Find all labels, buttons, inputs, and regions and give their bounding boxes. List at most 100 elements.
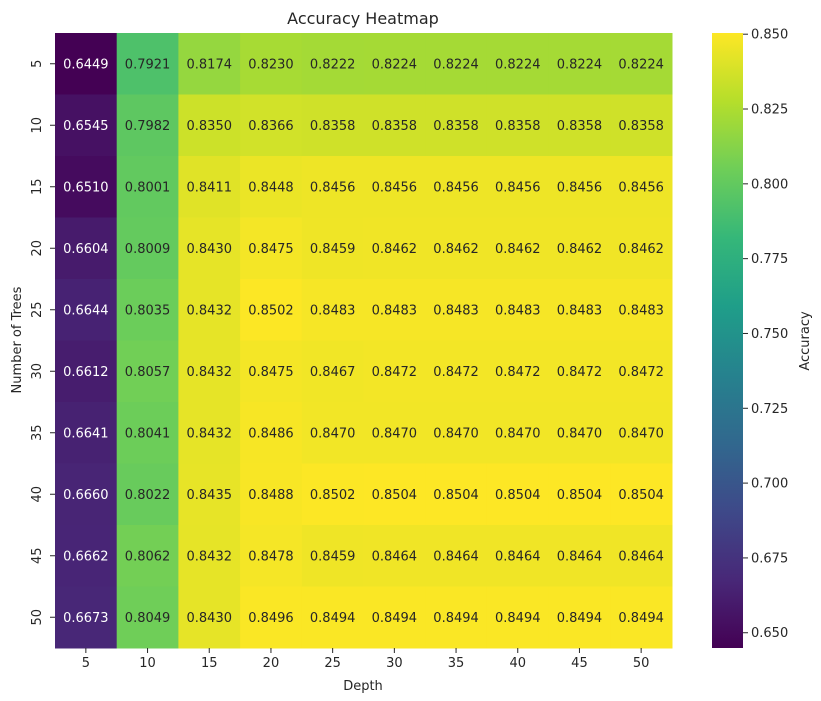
heatmap-cell bbox=[548, 402, 611, 464]
y-tick-label: 15 bbox=[30, 178, 45, 195]
cell-value-label: 0.8009 bbox=[125, 242, 171, 257]
heatmap-cell bbox=[116, 525, 179, 587]
colorbar-tick-label: 0.800 bbox=[751, 177, 788, 192]
y-tick-label: 5 bbox=[30, 60, 45, 68]
y-tick-label: 25 bbox=[30, 301, 45, 318]
cell-value-label: 0.8062 bbox=[125, 549, 171, 564]
heatmap-cell bbox=[178, 463, 241, 526]
y-tick-label: 45 bbox=[30, 547, 45, 564]
cell-value-label: 0.8456 bbox=[433, 180, 479, 195]
colorbar-tick-label: 0.725 bbox=[751, 402, 788, 417]
cell-value-label: 0.8475 bbox=[248, 365, 294, 380]
cell-value-label: 0.8224 bbox=[433, 57, 479, 72]
heatmap-cell bbox=[548, 33, 611, 95]
cell-value-label: 0.8494 bbox=[557, 611, 603, 626]
heatmap-cell bbox=[486, 156, 550, 218]
cell-value-label: 0.8001 bbox=[125, 180, 171, 195]
x-tick-label: 5 bbox=[82, 656, 90, 671]
heatmap-cell bbox=[55, 402, 118, 464]
cell-value-label: 0.8470 bbox=[618, 426, 664, 441]
cell-value-label: 0.8488 bbox=[248, 488, 294, 503]
cell-value-label: 0.8483 bbox=[557, 303, 603, 318]
heatmap-cell bbox=[548, 156, 611, 218]
heatmap-cell bbox=[363, 279, 426, 341]
heatmap-cell bbox=[55, 156, 118, 218]
cell-value-label: 0.8366 bbox=[248, 119, 294, 134]
cell-value-label: 0.8470 bbox=[372, 426, 418, 441]
cell-value-label: 0.8224 bbox=[495, 57, 541, 72]
heatmap-cell bbox=[610, 525, 673, 587]
cell-value-label: 0.8483 bbox=[433, 303, 479, 318]
colorbar: 0.650 0.675 0.700 0.725 0.750 0.775 0.800 0.825… bbox=[712, 28, 788, 648]
heatmap-cell bbox=[178, 525, 241, 587]
x-tick-label: 45 bbox=[571, 656, 588, 671]
colorbar-tick-label: 0.675 bbox=[751, 551, 788, 566]
cell-value-label: 0.8464 bbox=[557, 549, 603, 564]
heatmap-cell bbox=[55, 586, 118, 649]
heatmap-cell bbox=[301, 586, 364, 649]
heatmap-cell bbox=[178, 94, 241, 157]
y-tick-label: 10 bbox=[30, 117, 45, 134]
heatmap-cell bbox=[363, 586, 426, 649]
heatmap-cell bbox=[240, 463, 303, 526]
y-tick-label: 20 bbox=[30, 240, 45, 257]
heatmap-cell bbox=[548, 94, 611, 157]
cell-value-label: 0.8486 bbox=[248, 426, 294, 441]
cell-value-label: 0.8472 bbox=[495, 365, 541, 380]
cell-value-label: 0.6604 bbox=[63, 242, 109, 257]
colorbar-tick-label: 0.700 bbox=[751, 477, 788, 492]
heatmap-cell bbox=[240, 217, 303, 280]
heatmap-cell bbox=[548, 525, 611, 587]
heatmap-cell bbox=[610, 33, 673, 95]
heatmap-cell bbox=[486, 94, 550, 157]
heatmap-cell bbox=[301, 340, 364, 403]
colorbar-tick-label: 0.825 bbox=[751, 103, 788, 118]
heatmap-cell bbox=[178, 340, 241, 403]
heatmap-cell bbox=[610, 340, 673, 403]
heatmap-cell bbox=[610, 463, 673, 526]
cell-value-label: 0.8358 bbox=[618, 119, 664, 134]
heatmap-cell bbox=[55, 463, 118, 526]
cell-value-label: 0.8459 bbox=[310, 242, 356, 257]
cell-value-label: 0.7982 bbox=[125, 119, 171, 134]
heatmap-cell bbox=[363, 463, 426, 526]
heatmap-cell bbox=[610, 217, 673, 280]
x-tick-label: 25 bbox=[324, 656, 341, 671]
chart-title: Accuracy Heatmap bbox=[287, 9, 439, 28]
cell-value-label: 0.8174 bbox=[187, 57, 233, 72]
cell-value-label: 0.8448 bbox=[248, 180, 294, 195]
heatmap-cell bbox=[240, 402, 303, 464]
heatmap-cell bbox=[486, 402, 550, 464]
cell-value-label: 0.6660 bbox=[63, 488, 109, 503]
cell-value-label: 0.8430 bbox=[187, 242, 233, 257]
heatmap-cell bbox=[610, 94, 673, 157]
heatmap-cell bbox=[116, 340, 179, 403]
cell-value-label: 0.8470 bbox=[495, 426, 541, 441]
cell-value-label: 0.8057 bbox=[125, 365, 171, 380]
heatmap-cell bbox=[301, 525, 364, 587]
cell-value-label: 0.6644 bbox=[63, 303, 109, 318]
cell-value-label: 0.8462 bbox=[557, 242, 603, 257]
x-tick-label: 10 bbox=[139, 656, 156, 671]
cell-value-label: 0.8472 bbox=[557, 365, 603, 380]
heatmap-cell bbox=[301, 33, 364, 95]
heatmap-cell bbox=[178, 156, 241, 218]
cell-value-label: 0.8494 bbox=[495, 611, 541, 626]
heatmap-cell bbox=[55, 94, 118, 157]
heatmap-cell bbox=[363, 217, 426, 280]
heatmap-cell bbox=[178, 279, 241, 341]
cell-value-label: 0.8470 bbox=[310, 426, 356, 441]
cell-value-label: 0.8432 bbox=[187, 549, 233, 564]
heatmap-cell bbox=[178, 586, 241, 649]
cell-value-label: 0.8358 bbox=[310, 119, 356, 134]
heatmap-cell bbox=[610, 156, 673, 218]
cell-value-label: 0.8472 bbox=[618, 365, 664, 380]
cell-value-label: 0.6662 bbox=[63, 549, 109, 564]
cell-value-label: 0.8483 bbox=[618, 303, 664, 318]
heatmap-cell bbox=[486, 33, 550, 95]
cell-value-label: 0.6510 bbox=[63, 180, 109, 195]
heatmap-cell bbox=[240, 586, 303, 649]
cell-value-label: 0.8224 bbox=[372, 57, 418, 72]
cell-value-label: 0.8494 bbox=[618, 611, 664, 626]
heatmap-cell bbox=[425, 586, 488, 649]
